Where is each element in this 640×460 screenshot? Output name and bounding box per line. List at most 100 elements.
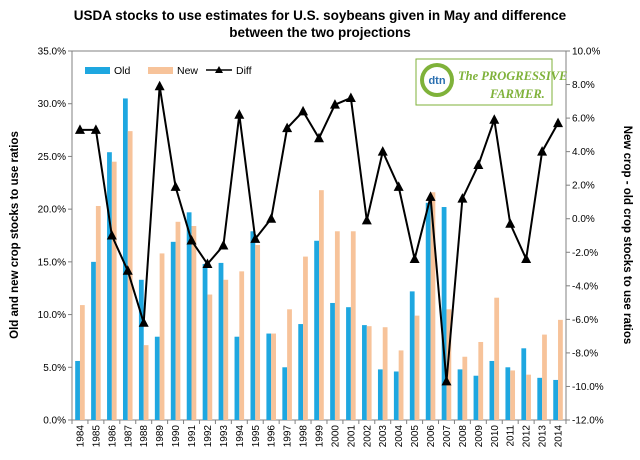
diff-point-2011 [505,218,516,228]
y2-tick-label-0: -12.0% [572,416,604,427]
diff-point-1986 [106,230,117,240]
y-tick-label-2: 10.0% [38,310,66,321]
bar-old-1989 [154,336,160,420]
bar-new-2011 [510,370,516,420]
x-tick-label-1990: 1990 [171,425,182,448]
x-tick-label-2004: 2004 [394,425,405,448]
chart-title-line-2: between the two projections [229,25,411,40]
diff-point-2013 [537,146,548,156]
x-tick-label-1987: 1987 [123,425,134,448]
diff-point-2007 [441,375,452,386]
y2-tick-label-4: -4.0% [572,281,598,292]
x-tick-label-2014: 2014 [554,425,565,448]
diff-point-2009 [473,159,484,170]
y-tick-label-4: 20.0% [38,205,66,216]
bar-old-2010 [489,360,495,420]
x-tick-label-2006: 2006 [426,425,437,448]
y2-tick-label-8: 4.0% [572,147,595,158]
bar-old-2002 [362,325,367,420]
y2-tick-label-10: 8.0% [572,80,595,91]
bar-new-1988 [143,345,149,420]
bar-old-1997 [282,367,288,420]
x-tick-label-2009: 2009 [474,425,485,448]
bar-old-2006 [425,202,431,420]
bar-new-2002 [366,326,372,420]
x-tick-label-2008: 2008 [458,425,469,448]
bar-new-2005 [414,315,420,420]
bar-new-1994 [239,271,245,420]
bar-old-1984 [75,360,80,420]
bar-new-2013 [542,334,547,420]
y-tick-label-0: 0.0% [43,416,66,427]
diff-point-1992 [202,258,213,269]
diff-point-2003 [377,146,388,156]
y2-axis-title: New crop - old crop stocks to use ratios [621,126,633,345]
x-tick-label-1988: 1988 [139,425,150,448]
bar-new-2010 [494,297,500,420]
legend-label-old: Old [114,65,131,77]
diff-point-1996 [266,213,277,223]
axis-layer: 0.0% 5.0% 10.0% 15.0% 20.0% 25.0% 30.0% 35.0% -1… [38,47,604,448]
x-tick-label-1993: 1993 [219,425,230,448]
bar-old-1986 [107,152,112,420]
legend-label-new: New [177,65,198,77]
legend-swatch-new [148,67,173,74]
diff-point-1989 [154,80,165,91]
x-tick-label-2000: 2000 [330,425,341,448]
bar-new-2006 [430,192,436,420]
bar-new-2008 [462,356,468,420]
bar-old-2012 [521,348,527,420]
bar-old-1993 [218,262,224,420]
x-tick-label-1985: 1985 [91,425,102,448]
bar-old-1998 [298,324,304,420]
diff-point-1990 [170,181,181,191]
bar-old-2003 [377,369,383,420]
y2-tick-label-3: -6.0% [572,315,598,326]
x-tick-label-2011: 2011 [506,425,517,447]
x-tick-label-1994: 1994 [235,425,246,448]
diff-point-1995 [250,233,261,243]
x-tick-label-2002: 2002 [362,425,373,448]
bar-new-1999 [319,190,324,420]
bar-old-2001 [346,307,351,420]
bar-old-1995 [250,231,256,420]
bar-new-2009 [478,341,484,420]
y2-tick-label-1: -10.0% [572,382,604,393]
bar-old-1992 [202,263,208,420]
legend: Old New Diff [85,65,252,77]
diff-point-1998 [298,105,309,116]
dtn-progressive-farmer-logo: dtn The PROGRESSIVE FARMER. [415,58,567,106]
diff-point-2002 [361,214,372,225]
x-tick-label-1984: 1984 [75,425,86,448]
bar-old-2004 [393,371,399,420]
x-tick-label-1999: 1999 [315,425,326,448]
bar-new-1995 [255,244,261,420]
diff-point-2000 [329,99,340,109]
bar-old-2007 [441,207,447,420]
x-tick-label-2005: 2005 [410,425,421,448]
y-tick-label-7: 35.0% [38,47,66,58]
y2-tick-label-7: 2.0% [572,181,595,192]
bar-new-1991 [191,226,197,420]
bar-old-1987 [122,98,128,420]
diff-point-1997 [282,122,293,133]
bars-layer [75,98,563,420]
diff-point-2010 [489,114,500,124]
x-tick-label-1986: 1986 [107,425,118,448]
y-tick-label-1: 5.0% [43,363,66,374]
x-tick-label-1998: 1998 [299,425,310,448]
x-tick-label-1989: 1989 [155,425,166,448]
diff-point-2012 [521,253,532,263]
bar-new-2000 [334,231,340,420]
bar-old-1985 [91,261,96,420]
logo-line-1: The PROGRESSIVE [458,69,567,83]
bar-new-2014 [558,319,563,420]
chart-title-line-1: USDA stocks to use estimates for U.S. so… [74,8,567,23]
bar-old-2011 [505,367,511,420]
bar-new-2001 [350,231,356,420]
diff-point-2005 [409,253,420,263]
legend-marker-diff [215,66,223,73]
bar-new-1997 [287,309,292,420]
